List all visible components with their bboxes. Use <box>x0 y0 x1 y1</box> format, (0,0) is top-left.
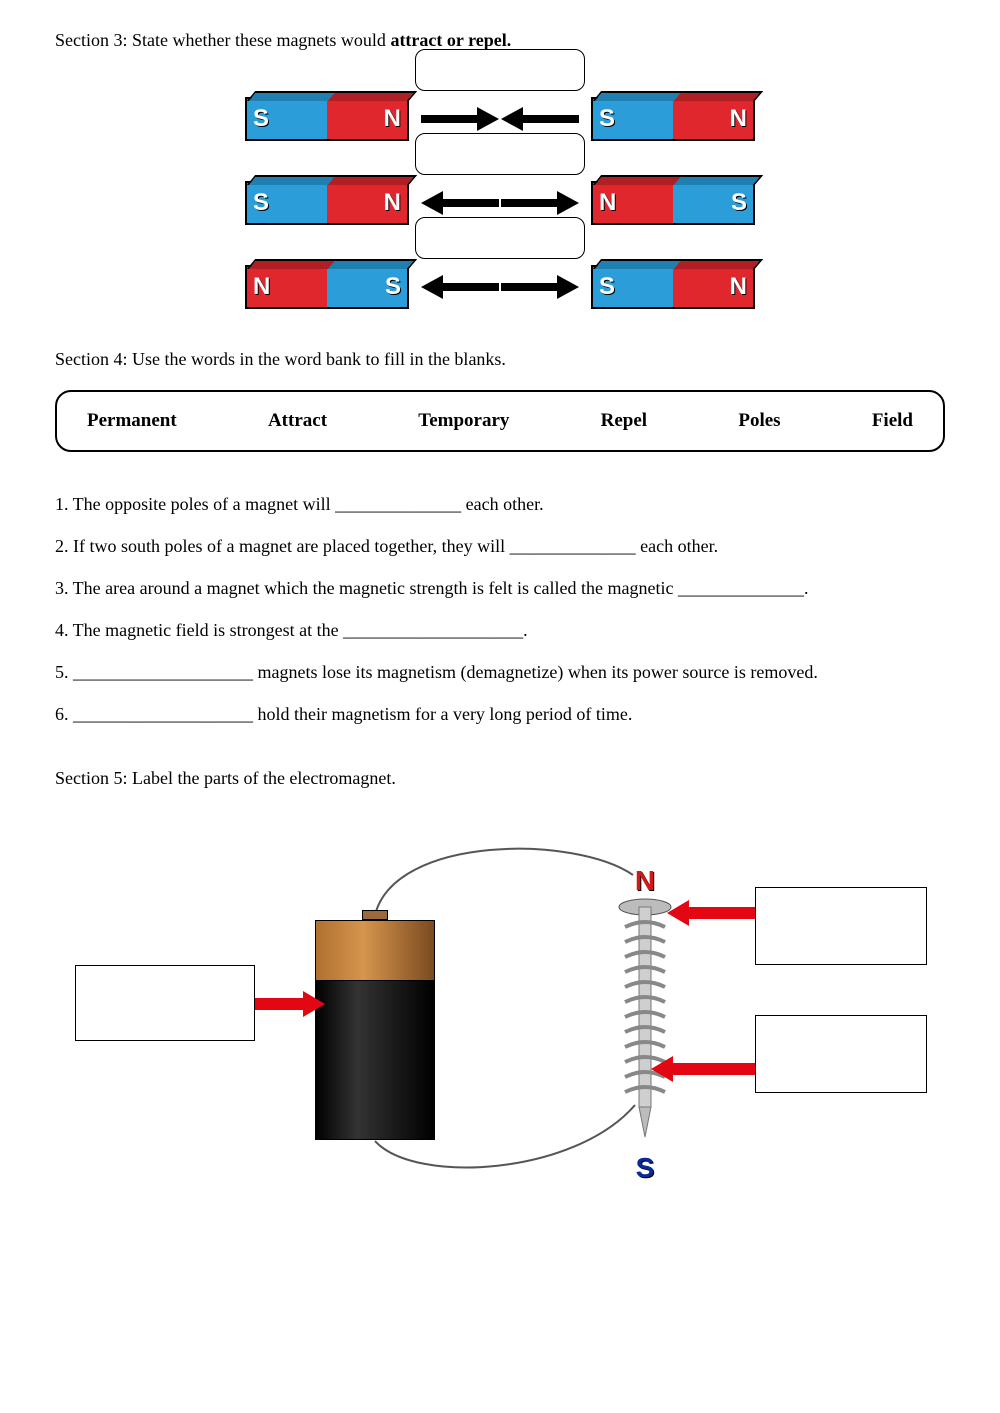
magnet-pole: N <box>327 99 407 139</box>
wordbank-word: Repel <box>601 410 647 432</box>
fill-blank-item: 1. The opposite poles of a magnet will _… <box>55 486 945 522</box>
wordbank-word: Attract <box>268 410 327 432</box>
bar-magnet: S N <box>591 97 755 141</box>
arrow-pair <box>421 105 579 133</box>
magnet-pole: S <box>593 99 673 139</box>
arrow-left-icon <box>421 189 499 217</box>
wordbank-word: Poles <box>738 410 780 432</box>
magnet-row: N S S N <box>150 265 850 309</box>
wordbank-word: Permanent <box>87 410 177 432</box>
magnet-pole: S <box>673 183 753 223</box>
bar-magnet: N S <box>591 181 755 225</box>
section3-title-text: Section 3: State whether these magnets w… <box>55 30 390 50</box>
answer-input-box[interactable] <box>415 217 585 259</box>
magnet-pole: N <box>593 183 673 223</box>
electromagnet-diagram: N S <box>55 815 945 1215</box>
red-arrows <box>55 815 945 1215</box>
arrow-right-icon <box>421 105 499 133</box>
magnet-pole: S <box>593 267 673 307</box>
magnet-pole: N <box>247 267 327 307</box>
word-bank: Permanent Attract Temporary Repel Poles Field <box>55 390 945 452</box>
magnet-pole: S <box>327 267 407 307</box>
section3-diagram: S N S N S N N S <box>150 97 850 309</box>
arrow-right-icon <box>501 273 579 301</box>
wordbank-word: Temporary <box>418 410 509 432</box>
section3-title-bold: attract or repel. <box>390 30 511 50</box>
bar-magnet: S N <box>245 181 409 225</box>
fill-blank-list: 1. The opposite poles of a magnet will _… <box>55 486 945 732</box>
fill-blank-item: 3. The area around a magnet which the ma… <box>55 570 945 606</box>
fill-blank-item: 4. The magnetic field is strongest at th… <box>55 612 945 648</box>
arrow-right-icon <box>501 189 579 217</box>
magnet-pole: N <box>673 267 753 307</box>
arrow-pair <box>421 189 579 217</box>
fill-blank-item: 2. If two south poles of a magnet are pl… <box>55 528 945 564</box>
section3-title: Section 3: State whether these magnets w… <box>55 30 945 51</box>
fill-blank-item: 6. ____________________ hold their magne… <box>55 696 945 732</box>
bar-magnet: S N <box>245 97 409 141</box>
bar-magnet: N S <box>245 265 409 309</box>
magnet-pole: N <box>327 183 407 223</box>
arrow-left-icon <box>501 105 579 133</box>
section4-title: Section 4: Use the words in the word ban… <box>55 349 945 370</box>
answer-input-box[interactable] <box>415 133 585 175</box>
magnet-pole: S <box>247 183 327 223</box>
wordbank-word: Field <box>872 410 913 432</box>
bar-magnet: S N <box>591 265 755 309</box>
arrow-pair <box>421 273 579 301</box>
fill-blank-item: 5. ____________________ magnets lose its… <box>55 654 945 690</box>
arrow-left-icon <box>421 273 499 301</box>
magnet-pole: S <box>247 99 327 139</box>
magnet-pole: N <box>673 99 753 139</box>
section5-title: Section 5: Label the parts of the electr… <box>55 768 945 789</box>
answer-input-box[interactable] <box>415 49 585 91</box>
